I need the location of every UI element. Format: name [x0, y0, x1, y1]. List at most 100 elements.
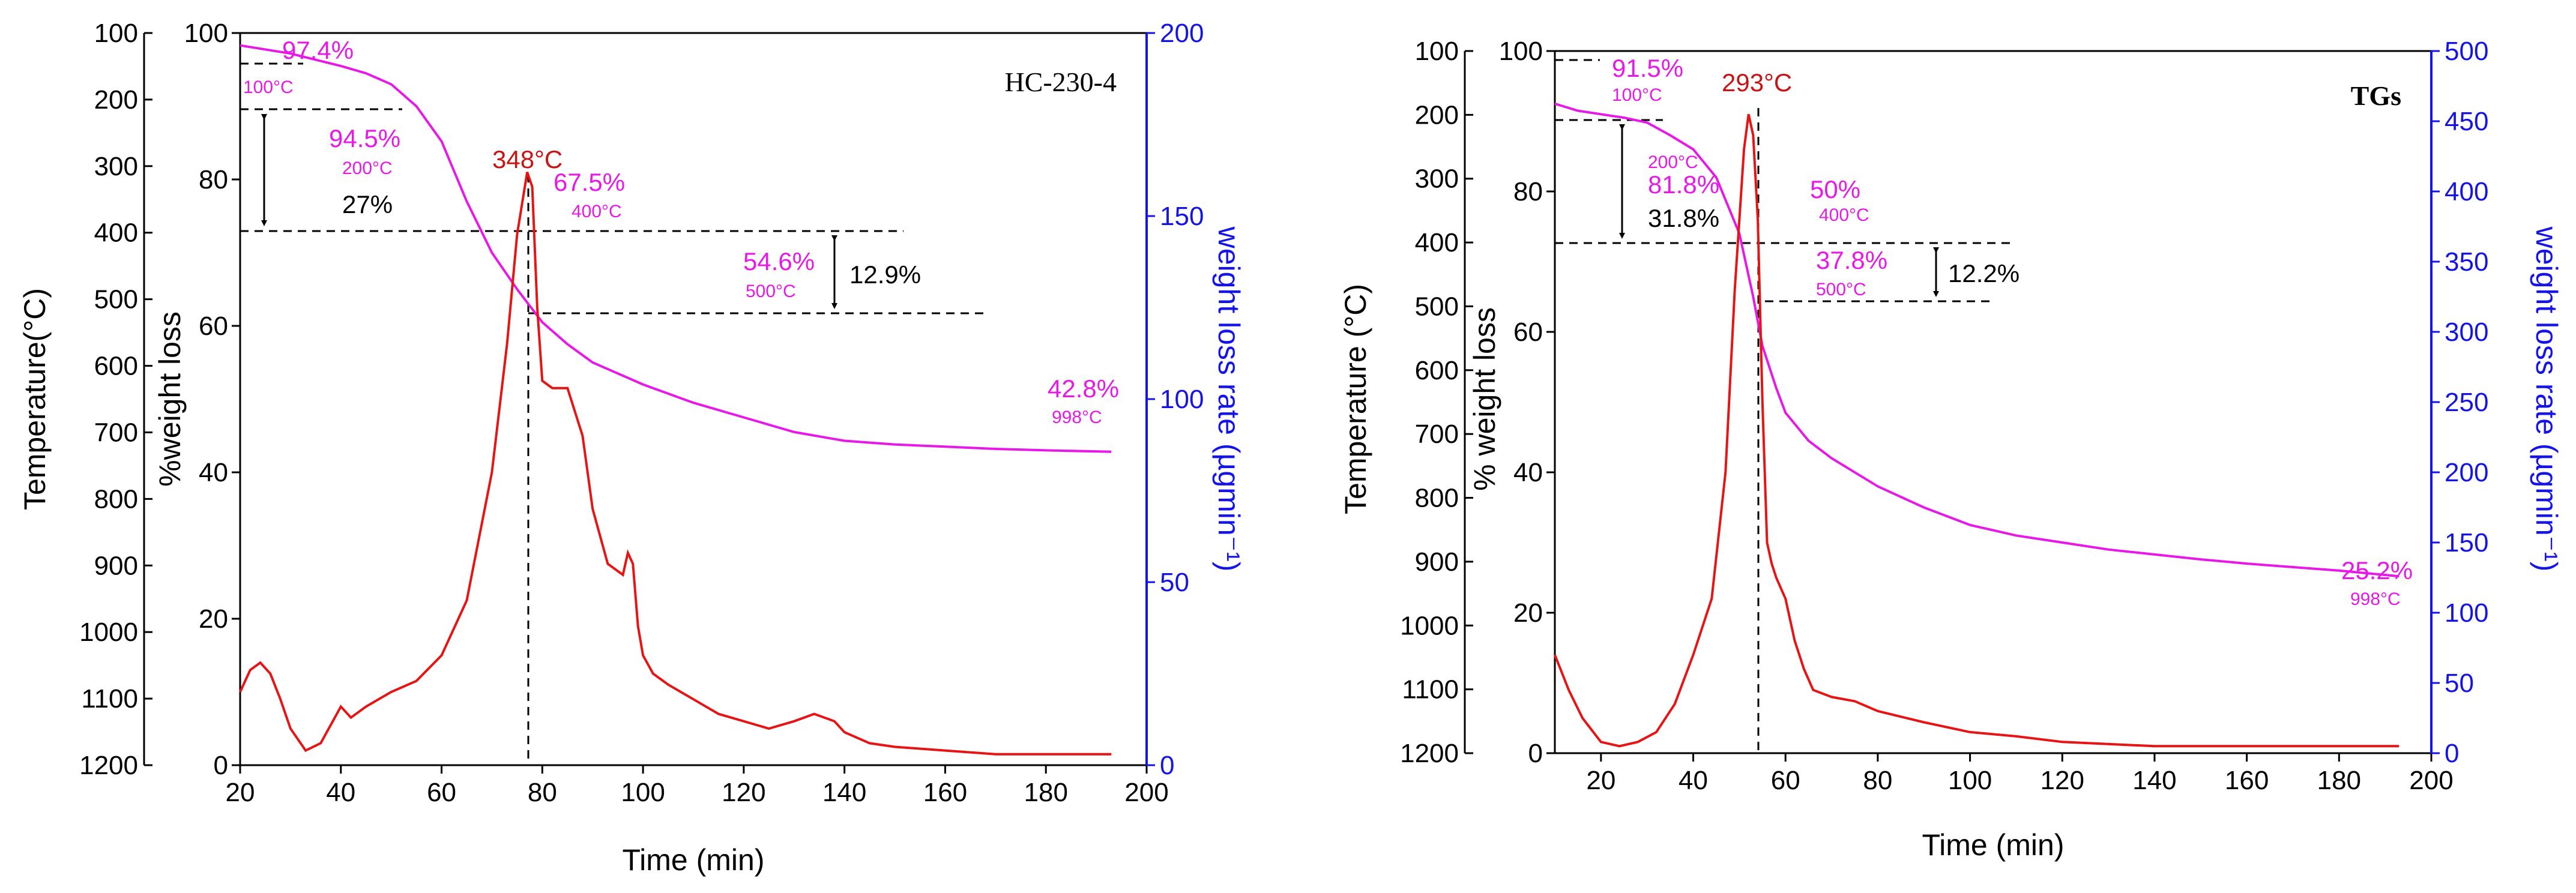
x-tick-label: 40: [326, 778, 355, 807]
weight-tick-label: 80: [1513, 177, 1543, 206]
x-tick-label: 200: [2409, 766, 2453, 795]
peak-temp-label: 348°C: [492, 145, 563, 173]
weight-tick-label: 40: [199, 458, 228, 487]
temp-label-400: 400°C: [1819, 205, 1869, 225]
temperature-tick-label: 800: [94, 484, 138, 514]
label-81-8: 81.8%: [1648, 170, 1719, 199]
x-tick-label: 60: [1771, 766, 1800, 795]
temperature-tick-label: 1000: [1400, 611, 1459, 640]
x-tick-label: 200: [1124, 778, 1168, 807]
temp-label-200: 200°C: [1648, 152, 1698, 172]
rate-axis-title: weight loss rate (µgmin⁻¹): [2530, 226, 2563, 572]
temperature-tick-label: 900: [1415, 547, 1459, 577]
x-axis-title: Time (min): [622, 843, 764, 877]
rate-tick-label: 300: [2445, 317, 2488, 347]
temp-label-998: 998°C: [1052, 407, 1102, 427]
x-tick-label: 160: [923, 778, 967, 807]
label-94-5: 94.5%: [329, 124, 400, 152]
label-50: 50%: [1810, 175, 1860, 203]
weight-loss-curve: [1554, 102, 2400, 578]
weight-tick-label: 0: [1528, 739, 1543, 768]
label-67-5: 67.5%: [554, 168, 625, 196]
rate-tick-label: 50: [1160, 568, 1189, 597]
tick-group: 20 40 60 80 100 120 140 160 180 20002040608010010…: [1400, 37, 2488, 795]
temperature-tick-label: 400: [94, 218, 138, 248]
rate-tick-label: 350: [2445, 247, 2488, 277]
weight-loss-rate-curve: [239, 172, 1112, 756]
rate-tick-label: 250: [2445, 388, 2488, 417]
temperature-tick-label: 500: [1415, 292, 1459, 321]
rate-tick-label: 450: [2445, 107, 2488, 136]
temperature-tick-label: 800: [1415, 484, 1459, 513]
temperature-tick-label: 600: [1415, 356, 1459, 385]
peak-temp-label: 293°C: [1722, 68, 1792, 97]
temp-label-400: 400°C: [572, 202, 622, 221]
weight-tick-label: 20: [199, 604, 228, 634]
temperature-axis-title: Temperature(°C): [18, 288, 52, 510]
temp-label-500: 500°C: [1816, 280, 1866, 299]
temp-label-500: 500°C: [746, 281, 796, 301]
temp-label-100: 100°C: [243, 77, 294, 97]
temperature-tick-label: 400: [1415, 228, 1459, 257]
weight-loss-curve: [240, 44, 1112, 453]
temperature-tick-label: 1100: [81, 684, 138, 714]
weight-axis-title: %weight loss: [153, 311, 187, 487]
temperature-tick-label: 1200: [79, 751, 138, 780]
x-tick-label: 80: [1863, 766, 1892, 795]
temperature-tick-label: 700: [94, 418, 138, 447]
temp-label-998: 998°C: [2350, 589, 2401, 609]
temperature-tick-label: 200: [1415, 100, 1459, 130]
temperature-tick-label: 1000: [79, 618, 138, 647]
loss-label-12-2: 12.2%: [1948, 259, 2019, 287]
x-axis-title: Time (min): [1922, 828, 2064, 862]
rate-tick-label: 50: [2445, 669, 2474, 698]
chart-panel-hc-230-4: 20 40 60 80 100 120 140 160 180 20002040608010010…: [18, 19, 1246, 877]
panel-label: HC-230-4: [1004, 67, 1117, 97]
weight-tick-label: 60: [1513, 317, 1543, 347]
temperature-tick-label: 600: [94, 352, 138, 381]
weight-tick-label: 80: [199, 165, 228, 194]
temperature-tick-label: 500: [94, 285, 138, 314]
label-97-4: 97.4%: [282, 36, 354, 64]
temperature-tick-label: 900: [94, 551, 138, 580]
rate-tick-label: 100: [2445, 598, 2488, 628]
label-37-8: 37.8%: [1816, 246, 1887, 274]
temperature-tick-label: 300: [94, 152, 138, 181]
weight-tick-label: 40: [1513, 458, 1543, 487]
temperature-tick-label: 100: [1415, 37, 1459, 66]
x-tick-label: 100: [1948, 766, 1992, 795]
x-tick-label: 120: [2041, 766, 2084, 795]
weight-tick-label: 100: [1499, 37, 1543, 66]
temperature-axis-title: Temperature (°C): [1339, 284, 1372, 514]
temperature-tick-label: 1100: [1402, 675, 1459, 705]
rate-tick-label: 0: [2445, 739, 2459, 768]
rate-tick-label: 500: [2445, 37, 2488, 66]
rate-tick-label: 200: [1160, 19, 1204, 48]
x-tick-label: 40: [1679, 766, 1708, 795]
x-tick-label: 160: [2225, 766, 2269, 795]
weight-loss-rate-curve: [1554, 113, 2400, 748]
weight-tick-label: 100: [184, 19, 228, 48]
x-tick-label: 140: [2132, 766, 2176, 795]
temperature-tick-label: 1200: [1400, 739, 1459, 768]
x-tick-label: 120: [722, 778, 765, 807]
tick-group: 20 40 60 80 100 120 140 160 180 20002040608010010…: [79, 19, 1204, 807]
label-54-6: 54.6%: [743, 247, 815, 275]
rate-tick-label: 150: [2445, 528, 2488, 558]
rate-tick-label: 0: [1160, 751, 1174, 780]
temperature-tick-label: 700: [1415, 419, 1459, 449]
rate-tick-label: 400: [2445, 177, 2488, 206]
label-25-2: 25.2%: [2341, 556, 2413, 585]
temperature-tick-label: 200: [94, 85, 138, 115]
weight-tick-label: 60: [199, 311, 228, 341]
panel-label: TGs: [2351, 80, 2401, 111]
loss-label-27: 27%: [342, 190, 393, 218]
rate-tick-label: 150: [1160, 202, 1204, 231]
label-91-5: 91.5%: [1612, 54, 1683, 82]
weight-axis-title: % weight loss: [1468, 307, 1501, 491]
x-tick-label: 60: [427, 778, 456, 807]
temperature-tick-label: 100: [94, 19, 138, 48]
temperature-tick-label: 300: [1415, 164, 1459, 194]
temp-label-200: 200°C: [342, 158, 393, 178]
